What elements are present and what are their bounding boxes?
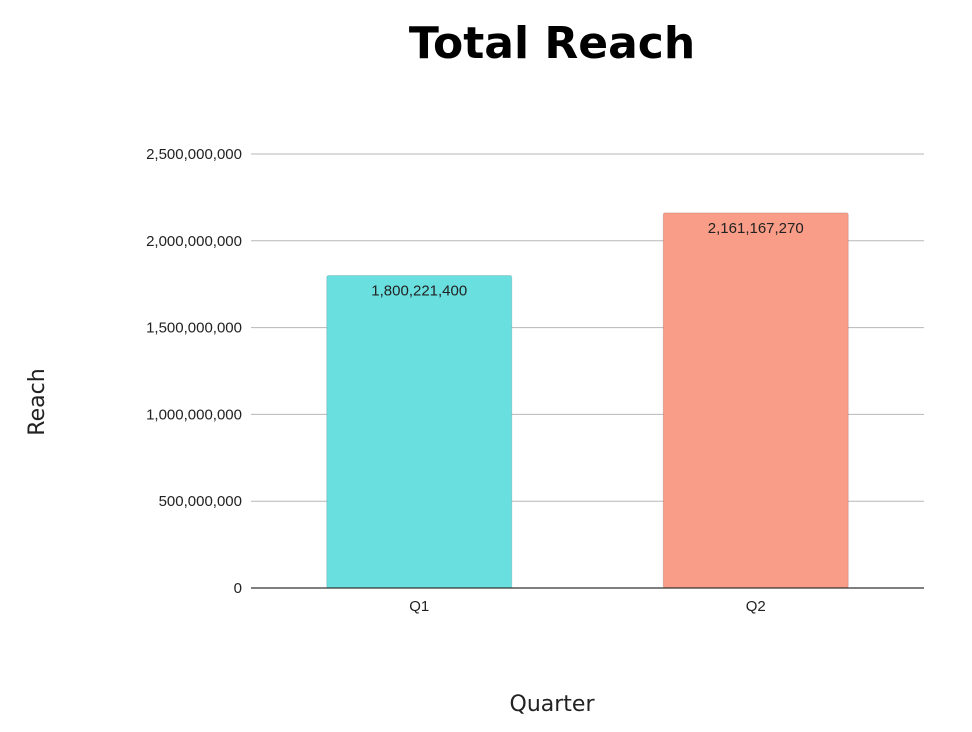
y-tick-label: 0: [234, 580, 242, 597]
bar-q1: [326, 274, 513, 589]
y-tick-label: 1,000,000,000: [146, 406, 242, 423]
chart-title: Total Reach: [409, 18, 695, 69]
y-axis-tick-labels: 0 500,000,000 1,000,000,000 1,500,000,000 2,…: [146, 146, 242, 597]
y-tick-label: 500,000,000: [159, 493, 242, 510]
x-tick-label: Q2: [746, 598, 766, 615]
y-tick-label: 1,500,000,000: [146, 320, 242, 337]
y-tick-label: 2,500,000,000: [146, 146, 242, 163]
y-axis-label: Reach: [25, 368, 50, 435]
x-axis-label: Quarter: [510, 692, 596, 717]
bars: [326, 212, 849, 589]
y-tick-label: 2,000,000,000: [146, 233, 242, 250]
data-label: 1,800,221,400: [371, 282, 467, 299]
bar-q2: [662, 212, 849, 589]
x-axis-tick-labels: Q1 Q2: [409, 598, 766, 615]
data-labels: 1,800,221,400 2,161,167,270: [371, 220, 803, 300]
data-label: 2,161,167,270: [708, 220, 804, 237]
x-tick-label: Q1: [409, 598, 429, 615]
